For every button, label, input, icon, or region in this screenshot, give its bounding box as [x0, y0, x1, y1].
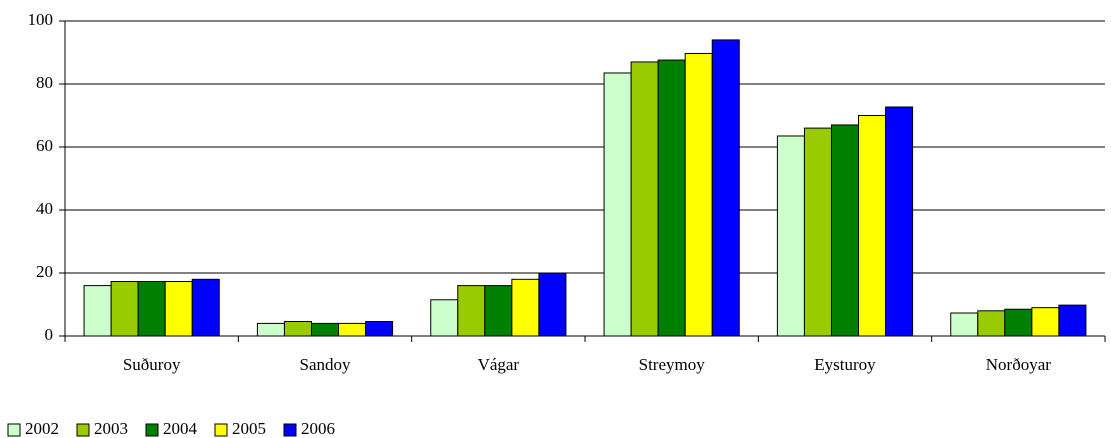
legend-swatch [145, 423, 159, 437]
bar [484, 285, 513, 337]
x-tick-label: Streymoy [639, 355, 706, 374]
bar [1004, 308, 1033, 337]
bar [164, 281, 193, 337]
bar [711, 39, 740, 337]
bar [803, 127, 832, 337]
bar [137, 281, 166, 337]
x-tick-label: Sandoy [300, 355, 352, 374]
bar [776, 135, 805, 337]
bar [1031, 307, 1060, 337]
x-tick-label: Suðuroy [123, 355, 181, 374]
bar [885, 106, 914, 337]
y-tick-label: 40 [36, 199, 53, 218]
bar [858, 115, 887, 337]
x-tick-label: Norðoyar [986, 355, 1051, 374]
bar [310, 322, 340, 337]
legend-swatch [7, 423, 21, 437]
bar [256, 322, 285, 337]
y-tick-label: 0 [45, 325, 54, 344]
bar [1058, 304, 1087, 337]
bar [110, 281, 139, 337]
bar [950, 312, 979, 337]
bar [457, 285, 486, 337]
x-tick-label: Vágar [478, 355, 520, 374]
bar [977, 310, 1006, 337]
y-tick-label: 20 [36, 262, 53, 281]
bar [603, 72, 632, 337]
legend-label: 2006 [301, 419, 335, 438]
bar [365, 321, 394, 337]
legend-swatch [76, 423, 90, 437]
bar [630, 61, 659, 337]
legend-label: 2002 [25, 419, 59, 438]
legend-label: 2003 [94, 419, 128, 438]
bar [338, 322, 367, 337]
bar [538, 272, 567, 337]
bar [511, 278, 540, 337]
bar [684, 52, 713, 337]
bar [657, 59, 686, 337]
bar [430, 299, 459, 337]
bar [283, 321, 312, 337]
x-tick-label: Eysturoy [814, 355, 876, 374]
legend-swatch [214, 423, 228, 437]
y-tick-label: 60 [36, 136, 53, 155]
bar [191, 278, 220, 337]
legend-label: 2004 [163, 419, 198, 438]
legend-swatch [283, 423, 297, 437]
y-tick-label: 80 [36, 73, 53, 92]
bar [83, 285, 112, 337]
bar [830, 124, 860, 337]
y-tick-label: 100 [28, 10, 54, 29]
legend-label: 2005 [232, 419, 266, 438]
